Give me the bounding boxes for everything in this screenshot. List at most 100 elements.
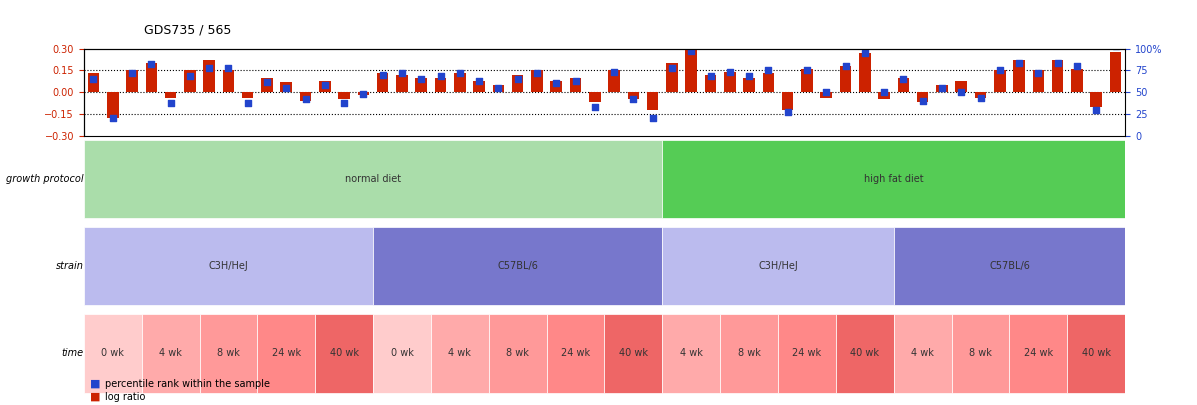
Point [84, 76, 103, 82]
Bar [1071, 69, 1083, 92]
Bar [184, 70, 195, 92]
Point [238, 100, 257, 107]
Text: 40 wk: 40 wk [1082, 348, 1111, 358]
Point [894, 76, 913, 82]
Text: 4 wk: 4 wk [449, 348, 472, 358]
FancyBboxPatch shape [894, 314, 952, 392]
Bar [242, 92, 254, 98]
Point [181, 73, 200, 80]
Point [219, 64, 238, 71]
Bar [203, 60, 215, 92]
Point [469, 78, 488, 84]
Bar [261, 78, 273, 92]
Bar [898, 78, 910, 92]
FancyBboxPatch shape [836, 314, 894, 392]
Bar [551, 81, 563, 92]
Point [412, 76, 431, 82]
Bar [627, 92, 639, 99]
Bar [667, 63, 678, 92]
Point [1087, 107, 1106, 113]
Point [334, 99, 353, 106]
FancyBboxPatch shape [952, 314, 1009, 392]
Bar [705, 75, 716, 92]
Bar [955, 81, 967, 92]
Bar [493, 85, 504, 92]
FancyBboxPatch shape [1009, 314, 1068, 392]
FancyBboxPatch shape [315, 314, 373, 392]
Text: 40 wk: 40 wk [850, 348, 880, 358]
Text: 4 wk: 4 wk [680, 348, 703, 358]
FancyBboxPatch shape [778, 314, 836, 392]
FancyBboxPatch shape [721, 314, 778, 392]
FancyBboxPatch shape [84, 314, 141, 392]
Text: 24 wk: 24 wk [792, 348, 821, 358]
FancyBboxPatch shape [84, 227, 373, 305]
Text: 40 wk: 40 wk [329, 348, 359, 358]
Bar [743, 78, 755, 92]
Bar [1052, 60, 1063, 92]
Point [759, 67, 778, 74]
Point [296, 96, 315, 102]
FancyBboxPatch shape [373, 227, 662, 305]
Bar [107, 92, 119, 118]
Text: normal diet: normal diet [345, 174, 401, 184]
Bar [570, 78, 582, 92]
Point [662, 64, 681, 71]
Bar [646, 92, 658, 110]
Point [200, 64, 219, 71]
FancyBboxPatch shape [662, 227, 894, 305]
Point [450, 70, 469, 76]
Text: 8 wk: 8 wk [506, 348, 529, 358]
Bar [1090, 92, 1102, 107]
FancyBboxPatch shape [662, 140, 1125, 218]
Point [354, 91, 373, 97]
FancyBboxPatch shape [488, 314, 547, 392]
Bar [396, 75, 408, 92]
Text: high fat diet: high fat diet [864, 174, 924, 184]
Point [103, 115, 122, 122]
Bar [280, 82, 292, 92]
Point [547, 80, 566, 87]
FancyBboxPatch shape [373, 314, 431, 392]
Bar [686, 49, 697, 92]
Text: C57BL/6: C57BL/6 [989, 261, 1029, 271]
Point [1009, 60, 1028, 67]
Point [740, 73, 759, 80]
Point [277, 85, 296, 91]
Bar [917, 92, 929, 102]
Bar [608, 70, 620, 92]
Point [875, 89, 894, 96]
Point [624, 96, 643, 102]
Point [315, 82, 334, 88]
Point [1106, 43, 1125, 49]
Bar [512, 75, 523, 92]
Point [1068, 63, 1087, 69]
Bar [820, 92, 832, 98]
Bar [1033, 70, 1044, 92]
FancyBboxPatch shape [257, 314, 315, 392]
Text: 40 wk: 40 wk [619, 348, 648, 358]
Text: ■: ■ [90, 392, 101, 402]
Bar [531, 70, 542, 92]
Point [855, 50, 874, 56]
Point [971, 95, 990, 102]
Text: 8 wk: 8 wk [737, 348, 760, 358]
Text: log ratio: log ratio [105, 392, 146, 402]
Point [701, 73, 721, 80]
FancyBboxPatch shape [141, 314, 200, 392]
Bar [1014, 60, 1025, 92]
Text: percentile rank within the sample: percentile rank within the sample [105, 379, 271, 389]
Point [836, 63, 855, 69]
Bar [454, 73, 466, 92]
Bar [936, 85, 948, 92]
Bar [840, 66, 851, 92]
Bar [377, 73, 389, 92]
Bar [859, 53, 870, 92]
Text: C57BL/6: C57BL/6 [497, 261, 539, 271]
Point [913, 98, 932, 104]
Text: 24 wk: 24 wk [561, 348, 590, 358]
Bar [146, 63, 157, 92]
Bar [339, 92, 350, 99]
FancyBboxPatch shape [547, 314, 604, 392]
Bar [223, 70, 235, 92]
